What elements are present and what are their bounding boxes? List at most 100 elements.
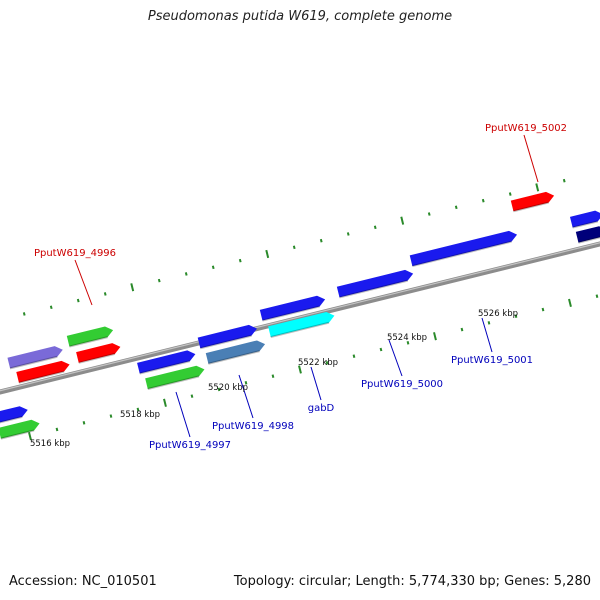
gene-arrow (16, 360, 70, 384)
gene-shadow (513, 201, 549, 213)
lower-tick (298, 365, 302, 374)
gene-body (575, 226, 600, 243)
gene-arrow (0, 406, 28, 425)
gene-arrow (197, 324, 258, 350)
lower-tick (28, 431, 32, 441)
gene-label: PputW619_5001 (451, 355, 533, 366)
backbone-highlight (0, 242, 600, 392)
gene-body (0, 419, 40, 439)
label-leader-line (481, 317, 493, 353)
gene-shadow (78, 352, 116, 364)
label-leader-line (310, 366, 322, 401)
gene-arrow (336, 269, 414, 299)
label-leader-line (388, 339, 403, 377)
lower-tick (190, 394, 194, 398)
gene-label: PputW619_4998 (212, 421, 294, 432)
upper-tick (562, 178, 566, 183)
genome-backbone (0, 241, 600, 395)
lower-tick (460, 327, 464, 332)
label-leaders (74, 134, 539, 438)
gene-shadow (18, 370, 65, 384)
lower-tick (487, 321, 491, 325)
gene-label: gabD (308, 403, 335, 414)
upper-tick (157, 278, 161, 283)
label-leader-line (74, 259, 93, 306)
gene-arrow (569, 210, 600, 229)
upper-tick (211, 265, 215, 270)
lower-tick (541, 307, 545, 312)
gene-label: PputW619_5002 (485, 123, 567, 134)
gene-arrow (575, 226, 600, 244)
labels: 5516 kbp 5518 kbp 5520 kbp 5522 kbp 5524 kbp… (30, 123, 567, 451)
gene-shadow (200, 334, 252, 350)
gene-arrow (66, 326, 114, 348)
gene-shadow (9, 355, 58, 370)
upper-tick (400, 216, 405, 225)
gene-arrow (145, 365, 205, 390)
gene-shadow (139, 360, 191, 375)
upper-tick (265, 249, 270, 259)
accession-text: Accession: NC_010501 (9, 574, 157, 589)
gene-body (569, 210, 600, 228)
upper-tick (454, 205, 458, 210)
upper-tick (346, 232, 350, 236)
gene-body (0, 406, 28, 424)
gene-arrow (137, 350, 196, 375)
upper-tick (535, 183, 540, 192)
gene-shadow (69, 336, 108, 348)
upper-tick (373, 225, 377, 230)
upper-tick (184, 272, 188, 276)
gene-arrow (7, 346, 63, 370)
gene-body (66, 326, 114, 347)
lower-tick (595, 294, 599, 299)
scale-label: 5526 kbp (478, 309, 518, 319)
gene-shadow (339, 279, 408, 299)
gene-body (197, 324, 258, 349)
gene-body (205, 340, 266, 364)
lower-tick (325, 361, 329, 365)
gene-body (137, 350, 196, 374)
upper-tick (238, 258, 242, 263)
lower-tick (244, 381, 248, 385)
gene-body (409, 230, 518, 267)
gene-body (145, 365, 205, 390)
upper-tick (481, 198, 485, 203)
label-leader-line (238, 374, 254, 419)
scale-label: 5522 kbp (298, 358, 338, 368)
lower-tick (82, 420, 86, 425)
upper-tick (319, 238, 323, 243)
gene-body (336, 269, 414, 298)
gene-label: PputW619_4997 (149, 440, 231, 451)
upper-tick (508, 192, 512, 196)
gene-arrow (205, 340, 266, 365)
scale-label: 5520 kbp (208, 383, 248, 393)
upper-tick (292, 245, 296, 250)
gene-arrow (510, 191, 555, 213)
backbone-line (0, 241, 600, 395)
gene-shadow (412, 240, 512, 268)
gene-shadow (270, 321, 330, 339)
gene-shadow (0, 415, 23, 425)
gene-shadow (578, 235, 600, 244)
gene-arrow (259, 295, 326, 322)
scale-label: 5516 kbp (30, 439, 70, 449)
lower-tick (352, 354, 356, 358)
upper-tick (22, 312, 26, 316)
lower-tick (217, 387, 221, 392)
lower-tick (55, 427, 59, 432)
gene-body (259, 295, 326, 321)
genome-summary-text: Topology: circular; Length: 5,774,330 bp… (233, 574, 591, 589)
scale-label: 5524 kbp (387, 333, 427, 343)
gene-shadow (147, 375, 200, 390)
gene-body (510, 191, 555, 212)
upper-tick (427, 212, 431, 216)
gene-body (16, 360, 70, 383)
gene-arrow (0, 419, 40, 440)
upper-tick (49, 305, 53, 310)
gene-shadow (572, 220, 599, 229)
scale-label: 5518 kbp (120, 410, 160, 420)
gene-label: PputW619_4996 (34, 248, 116, 259)
gene-label: PputW619_5000 (361, 379, 443, 390)
gene-arrow (76, 343, 121, 364)
gene-shadow (0, 429, 35, 440)
